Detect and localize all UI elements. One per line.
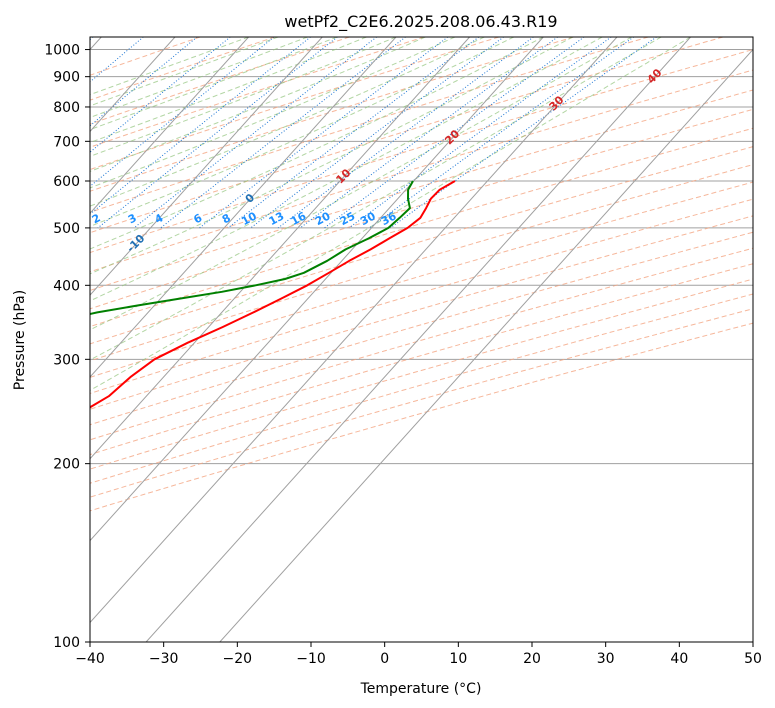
moist-adiabat-line [90,37,456,189]
dry-adiabat-line [90,108,753,310]
isotherm-line [90,37,397,378]
moist-adiabat-line [90,37,249,96]
moist-adiabat-line [90,37,603,302]
y-tick-label: 500 [53,221,80,237]
dry-adiabat-line [90,37,649,213]
y-tick-label: 1000 [44,43,80,59]
mixing-ratio-label: 16 [289,209,309,228]
dry-adiabat-line [90,146,753,345]
moist-adiabat-line [90,37,544,250]
moist-adiabat-line [90,37,485,207]
mixing-ratio-label: 10 [239,209,259,228]
x-tick-label: 50 [744,651,762,667]
mixing-ratio-line [90,37,198,127]
mixing-ratio-line [90,37,275,188]
mixing-ratio-line [277,37,534,229]
mixing-ratio-line [133,37,377,229]
x-axis-label: Temperature (°C) [360,681,482,697]
mixing-ratio-line [160,37,406,229]
dry-adiabat-line [90,69,753,273]
y-tick-label: 100 [53,635,80,651]
x-tick-label: −10 [296,651,326,667]
temperature-profile-line [90,180,456,409]
moist-adiabat-line [90,37,308,118]
x-tick-label: −40 [75,651,105,667]
line-labels: 0.10.20.40.611.52346810131620253036-100-… [90,66,665,255]
dry-adiabat-line [90,37,724,234]
x-tick-label: 30 [597,651,615,667]
mixing-ratio-line [324,37,585,229]
y-tick-label: 200 [53,457,80,473]
isotherm-line [90,37,249,214]
chart-title: wetPf2_C2E6.2025.208.06.43.R19 [284,12,557,32]
mixing-ratio-label: 25 [338,209,358,228]
dry-adiabats [90,37,753,512]
mixing-ratio-line [250,37,504,229]
moist-adiabat-line [90,37,426,172]
y-tick-label: 900 [53,70,80,86]
x-axis-ticks: −40 −30 −20 −10 0 10 20 30 40 50 [75,642,762,667]
mixing-ratio-line [90,37,144,83]
y-axis-ticks: 1000 900 800 700 600 500 400 300 200 100 [44,43,90,651]
x-tick-label: 20 [523,651,541,667]
moist-adiabat-line [90,37,515,227]
mixing-ratio-line [369,37,634,229]
mixing-ratio-label: 36 [379,209,399,228]
plot-frame [89,36,754,643]
dry-adiabat-line [90,37,425,148]
mixing-ratio-line [90,37,231,153]
y-axis-label: Pressure (hPa) [12,290,28,390]
plot-background [90,37,753,642]
x-tick-label: 0 [380,651,389,667]
x-tick-label: −30 [149,651,179,667]
dry-adiabat-line [90,37,500,171]
moist-adiabat-line [90,37,367,144]
isotherm-line [90,37,618,624]
moist-adiabat-line [90,37,279,107]
y-tick-label: 800 [53,100,80,116]
isotherm-line [145,37,691,642]
isotherm-line [90,37,323,296]
y-tick-label: 700 [53,134,80,150]
y-tick-label: 600 [53,174,80,190]
mixing-ratio-line [227,37,480,229]
y-tick-label: 400 [53,278,80,294]
y-tick-label: 300 [53,352,80,368]
x-tick-label: −20 [223,651,253,667]
x-tick-label: 10 [449,651,467,667]
moist-adiabat-line [90,37,691,391]
dry-adiabat-line [90,127,753,328]
isotherm-line [90,37,544,542]
mixing-ratio-line [97,37,338,229]
dewpoint-profile-line [90,180,414,315]
mixing-ratio-lines [90,37,657,229]
dry-adiabat-line [90,37,275,101]
mixing-ratio-label: 13 [267,209,287,228]
mixing-ratio-line [299,37,558,229]
x-tick-label: 40 [670,651,688,667]
dry-adiabat-line [90,37,574,192]
moist-adiabats [90,37,691,391]
dry-adiabat-line [90,164,753,362]
dry-adiabat-line [90,49,753,254]
moist-adiabat-line [90,37,574,275]
isotherm-line [219,48,753,642]
moist-adiabat-line [90,37,662,361]
mixing-ratio-label: 30 [358,209,378,228]
mixing-ratio-label: 20 [313,209,333,228]
sounding-profiles [90,180,456,409]
